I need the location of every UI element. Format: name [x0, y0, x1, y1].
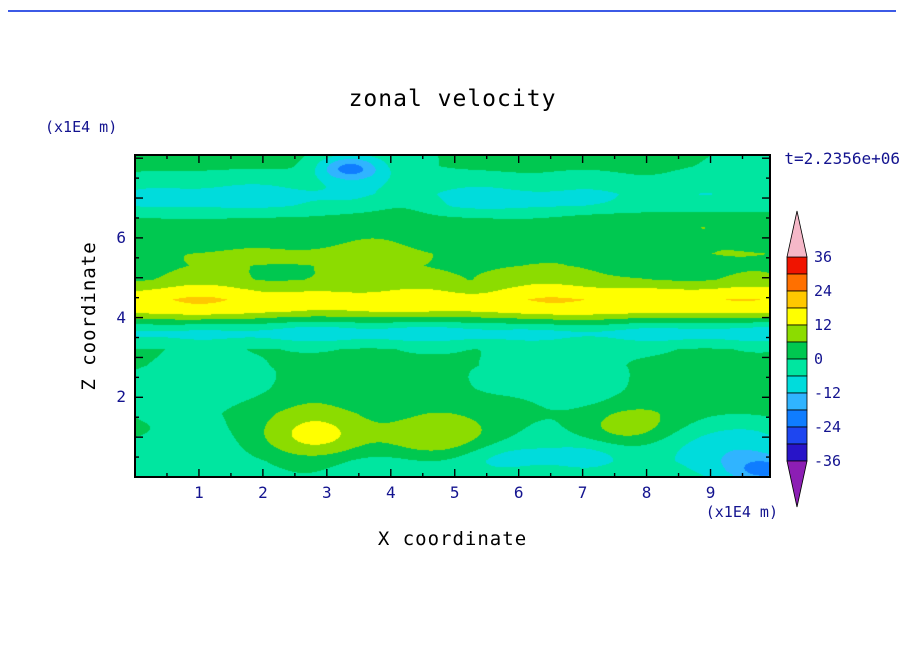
colorbar-segment — [786, 273, 808, 292]
colorbar-tick-label: -12 — [814, 384, 842, 402]
x-axis-title: X coordinate — [377, 528, 528, 550]
colorbar-tick-label: 12 — [814, 316, 833, 334]
y-axis-title: Z coordinate — [78, 241, 100, 391]
window-border — [8, 10, 896, 12]
colorbar-over-arrow — [786, 210, 808, 258]
x-tick-label: 2 — [258, 483, 268, 502]
x-tick-label: 4 — [385, 483, 396, 502]
x-axis-unit-label: (x1E4 m) — [705, 503, 778, 521]
colorbar-segment — [786, 443, 808, 462]
colorbar-tick-label: 0 — [814, 350, 824, 368]
colorbar-segment — [786, 341, 808, 360]
y-tick-label: 2 — [116, 387, 126, 407]
colorbar-segment — [786, 256, 808, 275]
colorbar-segment — [786, 358, 808, 377]
colorbar-segment — [786, 307, 808, 326]
colorbar-tick-label: 36 — [814, 248, 833, 266]
colorbar-tick-label: 24 — [814, 282, 833, 300]
colorbar-under-arrow — [786, 460, 808, 508]
x-tick-label: 3 — [322, 483, 332, 502]
x-tick-label: 8 — [641, 483, 652, 502]
x-tick-label: 1 — [194, 483, 204, 502]
colorbar-tick-label: -36 — [814, 452, 842, 470]
colorbar-segment — [786, 290, 808, 309]
colorbar-segment — [786, 324, 808, 343]
time-annotation: t=2.2356e+06 — [784, 149, 900, 168]
x-tick-label: 9 — [705, 483, 716, 502]
plot-title: zonal velocity — [348, 86, 557, 112]
x-tick-label: 7 — [577, 483, 588, 502]
colorbar-segment — [786, 409, 808, 428]
colorbar-segment — [786, 426, 808, 445]
colorbar-tick-label: -24 — [814, 418, 842, 436]
colorbar-segment — [786, 392, 808, 411]
x-tick-label: 5 — [449, 483, 460, 502]
y-tick-label: 4 — [116, 307, 126, 327]
x-tick-label: 6 — [513, 483, 524, 502]
y-axis-unit-label: (x1E4 m) — [45, 118, 118, 136]
contour-plot-canvas — [135, 155, 770, 477]
colorbar-segment — [786, 375, 808, 394]
y-tick-label: 6 — [116, 227, 126, 247]
